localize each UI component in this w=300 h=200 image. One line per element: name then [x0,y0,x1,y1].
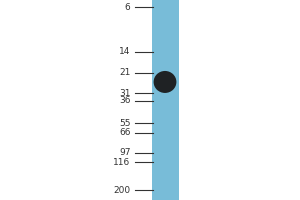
Text: 14: 14 [119,47,130,56]
Text: 36: 36 [119,96,130,105]
Ellipse shape [154,71,176,93]
Text: 21: 21 [119,68,130,77]
Text: 6: 6 [125,3,130,12]
Text: 97: 97 [119,148,130,157]
Text: 55: 55 [119,119,130,128]
Bar [152,0,178,200]
Text: 116: 116 [113,158,130,167]
Text: 66: 66 [119,128,130,137]
Text: 200: 200 [113,186,130,195]
Text: 31: 31 [119,89,130,98]
